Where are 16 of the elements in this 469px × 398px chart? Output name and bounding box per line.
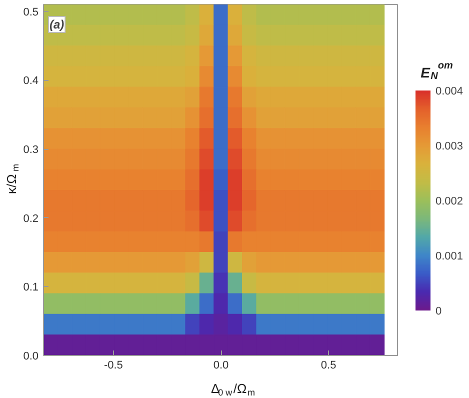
y-tick-label: 0.3 bbox=[23, 144, 39, 156]
x-tick-label: -0.5 bbox=[104, 360, 123, 372]
color-bar-label: 0.004 bbox=[436, 86, 464, 98]
color-bar-label: 0.003 bbox=[436, 140, 464, 152]
y-tick-label: 0.5 bbox=[23, 6, 39, 18]
y-tick-label: 0.1 bbox=[23, 282, 39, 294]
color-bar-label: 0 bbox=[436, 306, 442, 318]
color-bar-label: 0.001 bbox=[436, 250, 464, 262]
color-bar-label: 0.002 bbox=[436, 196, 464, 208]
y-axis-title: κ/Ωm bbox=[4, 164, 20, 194]
y-tick-label: 0.2 bbox=[23, 212, 39, 225]
y-tick-label: 0.4 bbox=[23, 75, 39, 88]
x-tick-label: 0.0 bbox=[213, 360, 229, 372]
x-tick-label: 0.5 bbox=[320, 360, 336, 372]
y-tick-label: 0.0 bbox=[23, 350, 39, 362]
annotation: (a) bbox=[50, 18, 64, 32]
